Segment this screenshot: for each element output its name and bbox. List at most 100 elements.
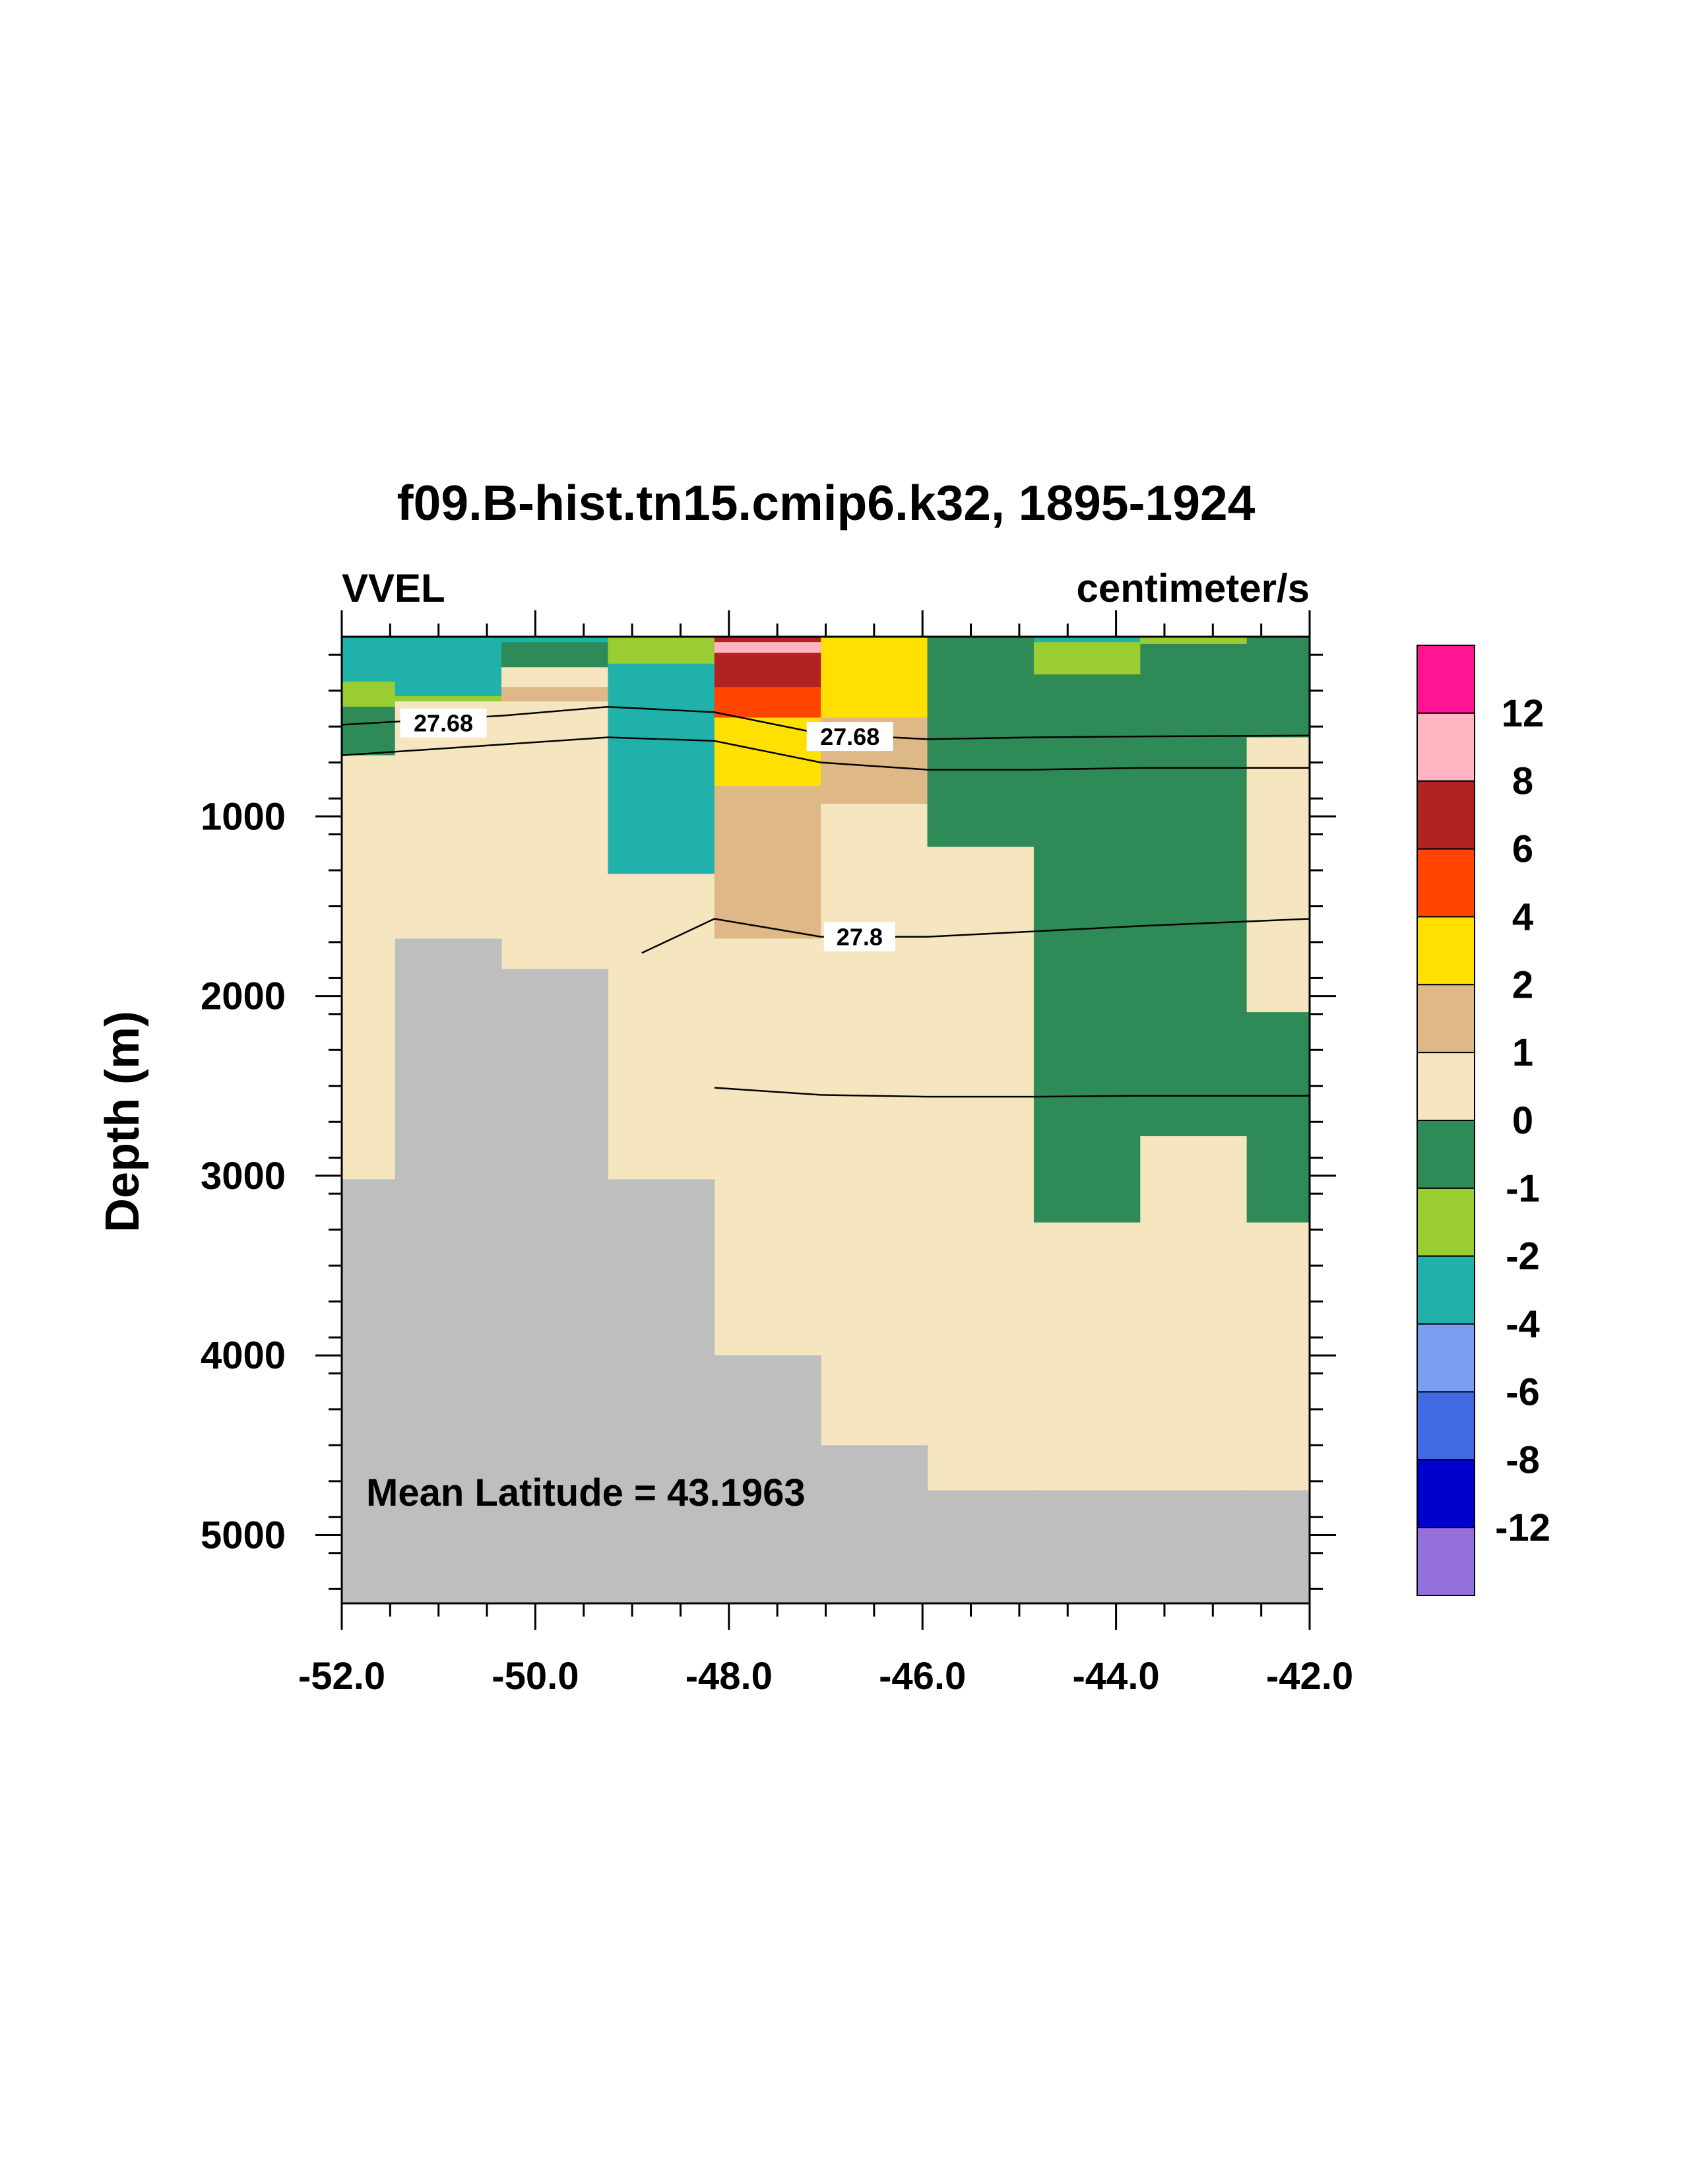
x-tick-label: -46.0 bbox=[879, 1655, 966, 1698]
colorbar-label: 6 bbox=[1512, 828, 1533, 871]
heatmap-cell-2 bbox=[342, 707, 396, 756]
colorbar-label: 8 bbox=[1512, 760, 1533, 803]
contour-line-3 bbox=[714, 1087, 1310, 1098]
heatmap-cell-20 bbox=[714, 786, 821, 940]
colorbar-swatch-3 bbox=[1417, 848, 1475, 918]
heatmap-cell-26 bbox=[927, 847, 1035, 1491]
heatmap-cell-30 bbox=[1033, 1222, 1141, 1491]
y-tick-label: 3000 bbox=[201, 1155, 286, 1198]
colorbar-label: -12 bbox=[1495, 1506, 1550, 1549]
contour-label-1: 27.68 bbox=[820, 723, 879, 750]
heatmap-cell-34 bbox=[1246, 637, 1310, 738]
variable-label: VVEL bbox=[342, 566, 445, 610]
heatmap-cell-15 bbox=[714, 637, 821, 643]
land-column-5 bbox=[821, 1445, 928, 1603]
colorbar-swatch-9 bbox=[1417, 1255, 1475, 1325]
y-axis: 1000 2000 3000 4000 5000 bbox=[201, 653, 1336, 1590]
mean-latitude-annotation: Mean Latitude = 43.1963 bbox=[366, 1471, 806, 1514]
y-axis-label: Depth (m) bbox=[96, 1011, 149, 1233]
contour-label-0: 27.68 bbox=[414, 710, 473, 737]
colorbar-swatch-4 bbox=[1417, 916, 1475, 986]
colorbar-swatch-2 bbox=[1417, 780, 1475, 850]
colorbar-swatch-12 bbox=[1417, 1459, 1475, 1529]
land-column-4 bbox=[714, 1355, 821, 1603]
heatmap-cell-9 bbox=[501, 667, 609, 688]
land-column-9 bbox=[1246, 1490, 1310, 1603]
heatmap-cell-25 bbox=[927, 637, 1035, 848]
contour-line-1 bbox=[341, 736, 1310, 771]
heatmap-cell-29 bbox=[1033, 674, 1141, 1223]
heatmap-cell-6 bbox=[395, 701, 502, 940]
contour-label-box-1 bbox=[806, 722, 893, 752]
colorbar-swatch-5 bbox=[1417, 984, 1475, 1054]
land-column-7 bbox=[1033, 1490, 1141, 1603]
heatmap-cell-18 bbox=[714, 687, 821, 719]
colorbar-label: 0 bbox=[1512, 1099, 1533, 1142]
plot-cells bbox=[342, 637, 1310, 1491]
colorbar-label: -2 bbox=[1506, 1235, 1540, 1278]
heatmap-cell-13 bbox=[608, 663, 715, 875]
x-tick-label: -42.0 bbox=[1266, 1655, 1353, 1698]
colorbar-swatch-10 bbox=[1417, 1323, 1475, 1393]
y-tick-label: 1000 bbox=[201, 795, 286, 838]
heatmap-cell-31 bbox=[1140, 637, 1248, 645]
contour-lines: 27.68 27.68 27.8 bbox=[341, 705, 1310, 1098]
colorbar: 12 8 6 4 2 1 0 -1 -2 -4 -6 -8 -12 bbox=[1417, 645, 1550, 1596]
contour-line-2 bbox=[641, 918, 1310, 954]
colorbar-label: -4 bbox=[1506, 1303, 1540, 1346]
colorbar-swatch-1 bbox=[1417, 712, 1475, 782]
y-tick-label: 4000 bbox=[201, 1334, 286, 1377]
x-tick-label: -44.0 bbox=[1072, 1655, 1159, 1698]
heatmap-cell-27 bbox=[1033, 637, 1141, 643]
colorbar-label: -6 bbox=[1506, 1370, 1540, 1413]
heatmap-cell-10 bbox=[501, 687, 609, 702]
heatmap-cell-33 bbox=[1140, 1136, 1248, 1491]
y-tick-label: 5000 bbox=[201, 1514, 286, 1557]
heatmap-cell-14 bbox=[608, 874, 715, 1180]
contour-label-2: 27.8 bbox=[837, 924, 883, 951]
colorbar-label: 12 bbox=[1502, 692, 1545, 735]
colorbar-label: -8 bbox=[1506, 1438, 1540, 1481]
heatmap-cell-36 bbox=[1246, 1012, 1310, 1223]
colorbar-label: 1 bbox=[1512, 1031, 1533, 1074]
colorbar-swatch-11 bbox=[1417, 1391, 1475, 1461]
heatmap-cell-3 bbox=[342, 755, 396, 1180]
heatmap-cell-28 bbox=[1033, 642, 1141, 675]
heatmap-cell-0 bbox=[342, 637, 396, 682]
heatmap-cell-4 bbox=[395, 637, 502, 697]
x-axis: -52.0 -50.0 -48.0 -46.0 -44.0 -42.0 bbox=[298, 610, 1353, 1698]
heatmap-cell-5 bbox=[395, 695, 502, 702]
colorbar-swatch-8 bbox=[1417, 1187, 1475, 1257]
heatmap-cell-7 bbox=[501, 637, 609, 643]
heatmap-cell-16 bbox=[714, 642, 821, 654]
colorbar-label: 4 bbox=[1512, 895, 1533, 938]
land-column-1 bbox=[395, 938, 502, 1603]
heatmap-cell-17 bbox=[714, 653, 821, 688]
heatmap-cell-12 bbox=[608, 637, 715, 664]
colorbar-swatch-6 bbox=[1417, 1052, 1475, 1121]
heatmap-cell-11 bbox=[501, 701, 609, 970]
chart-title: f09.B-hist.tn15.cmip6.k32, 1895-1924 bbox=[397, 475, 1256, 530]
x-tick-label: -48.0 bbox=[685, 1655, 773, 1698]
heatmap-cell-24 bbox=[821, 804, 928, 1446]
heatmap-cell-37 bbox=[1246, 1222, 1310, 1491]
contour-label-box-0 bbox=[400, 708, 487, 738]
contour-label-box-2 bbox=[823, 922, 895, 951]
colorbar-swatch-7 bbox=[1417, 1120, 1475, 1189]
land-mask bbox=[342, 938, 1310, 1603]
colorbar-label: -1 bbox=[1506, 1167, 1540, 1210]
heatmap-cell-32 bbox=[1140, 643, 1248, 1137]
heatmap-cell-1 bbox=[342, 682, 396, 707]
colorbar-swatch-0 bbox=[1417, 645, 1475, 714]
heatmap-cell-22 bbox=[821, 637, 928, 719]
x-tick-label: -52.0 bbox=[298, 1655, 385, 1698]
x-tick-label: -50.0 bbox=[492, 1655, 579, 1698]
heatmap-cell-35 bbox=[1246, 737, 1310, 1013]
land-column-2 bbox=[501, 969, 609, 1603]
y-tick-label: 2000 bbox=[201, 975, 286, 1018]
colorbar-label: 2 bbox=[1512, 963, 1533, 1006]
colorbar-swatch-13 bbox=[1417, 1527, 1475, 1596]
heatmap-cell-8 bbox=[501, 642, 609, 668]
land-column-0 bbox=[342, 1179, 396, 1603]
